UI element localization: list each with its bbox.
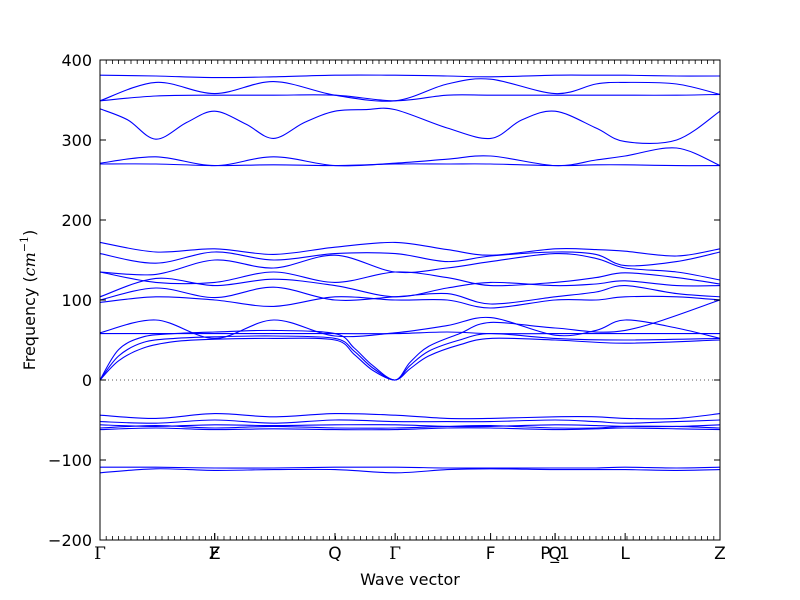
- band-line-23: [99, 427, 721, 431]
- x-tick-label: Q: [548, 544, 561, 564]
- x-tick-label: L: [620, 544, 630, 564]
- band-line-1: [99, 74, 721, 79]
- y-axis-label-unit: cm: [20, 252, 39, 276]
- band-line-6: [99, 163, 721, 167]
- band-line-20: [99, 419, 721, 424]
- y-tick-label: 100: [61, 291, 92, 310]
- band-line-13: [99, 295, 721, 309]
- band-line-7: [99, 241, 721, 257]
- x-tick-label: Q: [328, 544, 341, 564]
- band-line-17: [99, 333, 721, 381]
- band-line-2: [99, 78, 721, 102]
- band-line-4: [99, 107, 721, 145]
- x-tick-label: Z: [209, 544, 221, 564]
- band-line-14: [99, 316, 721, 339]
- y-tick-label: 400: [61, 51, 92, 70]
- x-tick-label: F: [486, 544, 496, 564]
- y-tick-label: −200: [48, 531, 92, 550]
- band-line-10: [99, 271, 721, 287]
- band-line-15: [99, 331, 720, 335]
- y-tick-label: 0: [82, 371, 92, 390]
- y-tick-label: −100: [48, 451, 92, 470]
- x-tick-label: F: [210, 544, 220, 564]
- band-line-3: [99, 93, 721, 102]
- y-axis-label-text: Frequency (: [20, 276, 39, 370]
- x-tick-label: Γ: [94, 544, 106, 564]
- y-axis: −200 −100 0 100 200 300 400: [48, 51, 720, 550]
- band-line-9: [99, 253, 721, 281]
- x-tick-label: Γ: [389, 544, 401, 564]
- y-tick-label: 300: [61, 131, 92, 150]
- band-line-12: [99, 285, 721, 305]
- band-line-19: [99, 412, 721, 420]
- band-line-24: [99, 466, 721, 469]
- band-line-22: [99, 424, 721, 429]
- x-axis-label: Wave vector: [360, 570, 460, 589]
- y-tick-label: 200: [61, 211, 92, 230]
- y-axis-label-close: ): [20, 230, 39, 236]
- x-tick-label: P_1: [540, 544, 570, 564]
- x-axis: Γ ZF Q Γ F P_1Q L Z: [94, 60, 726, 564]
- band-lines: [99, 74, 721, 474]
- band-line-25: [99, 468, 721, 474]
- x-tick-label: Z: [714, 544, 726, 564]
- band-line-18: [99, 337, 721, 381]
- y-axis-label-exponent: −1: [18, 236, 31, 252]
- band-line-8: [99, 251, 721, 267]
- y-axis-label: Frequency (cm−1): [18, 230, 39, 371]
- band-line-11: [99, 277, 721, 298]
- band-line-16: [99, 299, 721, 381]
